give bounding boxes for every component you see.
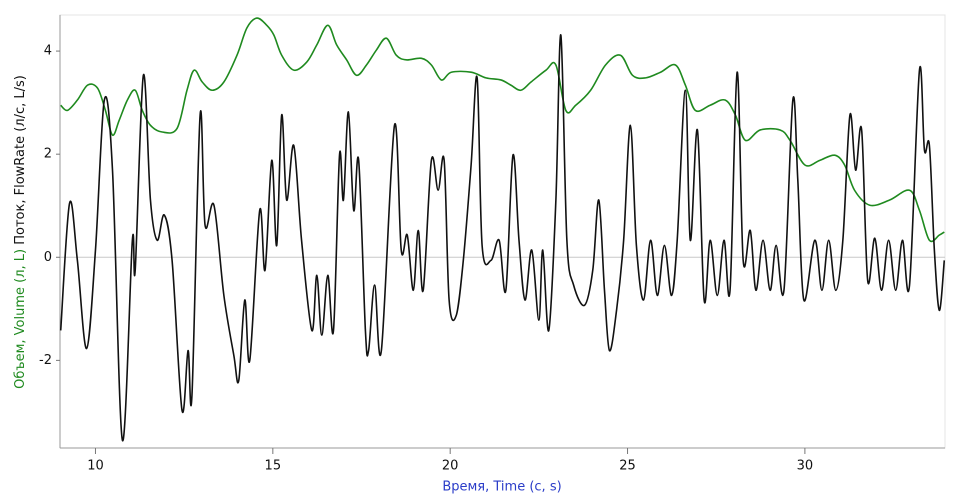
- y-label-volume: Объем, Volume (л, L): [13, 249, 28, 389]
- y-tick-label: 2: [44, 147, 52, 162]
- series-line: [60, 17, 945, 243]
- x-tick-label: 25: [619, 459, 636, 474]
- x-tick-label: 30: [797, 459, 814, 474]
- x-axis-label: Время, Time (с, s): [442, 480, 561, 495]
- y-tick-label: 0: [44, 250, 52, 265]
- y-tick-label: -2: [39, 353, 52, 368]
- y-axis-label: Объем, Volume (л, L) Поток, FlowRate (л/…: [13, 75, 28, 389]
- y-label-flow: Поток, FlowRate (л/с, L/s): [13, 75, 28, 245]
- x-tick-label: 15: [265, 459, 282, 474]
- y-tick-label: 4: [44, 44, 52, 59]
- series-line: [59, 34, 946, 442]
- x-tick-label: 10: [87, 459, 104, 474]
- x-tick-label: 20: [442, 459, 459, 474]
